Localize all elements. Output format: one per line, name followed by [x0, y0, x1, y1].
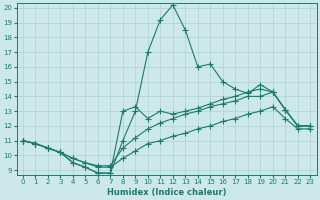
X-axis label: Humidex (Indice chaleur): Humidex (Indice chaleur): [107, 188, 226, 197]
